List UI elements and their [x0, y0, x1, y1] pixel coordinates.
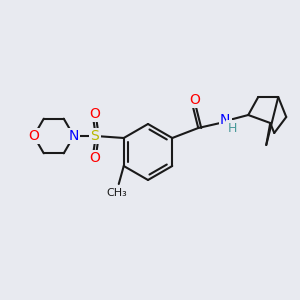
Text: N: N: [69, 129, 79, 143]
Text: N: N: [69, 129, 79, 143]
Text: H: H: [228, 122, 237, 134]
Text: O: O: [189, 93, 200, 107]
Text: N: N: [220, 113, 230, 127]
Text: S: S: [90, 129, 99, 143]
Text: CH₃: CH₃: [106, 188, 127, 198]
Text: O: O: [28, 129, 39, 143]
Text: O: O: [89, 107, 100, 121]
Text: O: O: [89, 151, 100, 165]
